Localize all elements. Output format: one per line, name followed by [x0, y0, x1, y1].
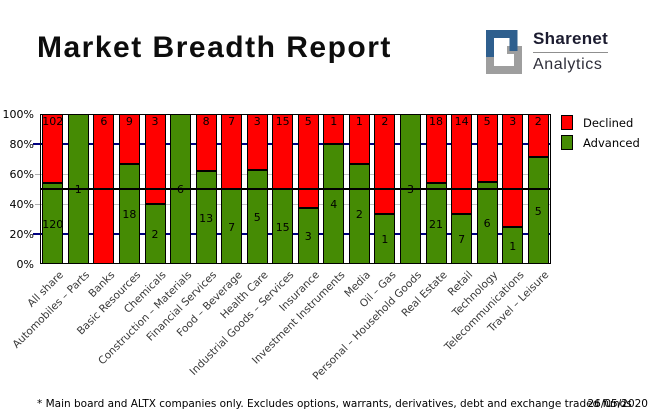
advanced-value-label: 7 — [458, 233, 466, 246]
y-axis-label-20pct: 20% — [9, 228, 34, 241]
declined-value-label: 3 — [151, 115, 159, 128]
advanced-value-label: 2 — [355, 208, 363, 221]
legend-label: Advanced — [583, 135, 640, 150]
declined-value-label: 9 — [125, 115, 133, 128]
declined-value-label: 2 — [534, 115, 542, 128]
declined-value-label: 1 — [330, 115, 338, 128]
bar-segment-declined — [374, 114, 396, 214]
advanced-value-label: 1 — [381, 233, 389, 246]
y-axis-tick — [35, 204, 40, 205]
bar-industrial-goods-services: 15 15 — [272, 114, 294, 264]
legend-item-advanced: Advanced — [561, 135, 640, 150]
logo-text: Sharenet Analytics — [533, 29, 609, 74]
advanced-value-label: 6 — [483, 217, 491, 230]
legend-item-declined: Declined — [561, 115, 640, 130]
declined-value-label: 102 — [42, 115, 64, 128]
legend-swatch-advanced — [561, 135, 573, 150]
advanced-value-label: 21 — [429, 217, 443, 231]
advanced-value-label: 5 — [253, 211, 261, 224]
chart-legend: Declined Advanced — [561, 115, 640, 155]
declined-value-label: 6 — [100, 115, 108, 128]
declined-value-label: 5 — [483, 115, 491, 128]
footnote-text: * Main board and ALTX companies only. Ex… — [37, 398, 632, 410]
legend-swatch-declined — [561, 115, 573, 130]
advanced-value-label: 2 — [151, 228, 159, 241]
y-axis-label-100pct: 100% — [2, 108, 34, 121]
y-axis-label-40pct: 40% — [9, 198, 34, 211]
advanced-value-label: 120 — [42, 217, 64, 231]
y-axis-tick — [35, 174, 40, 175]
gridline-20pct — [41, 233, 550, 235]
declined-value-label: 18 — [429, 115, 443, 128]
advanced-value-label: 3 — [304, 230, 312, 243]
advanced-value-label: 5 — [534, 204, 542, 218]
report-date: 26/05/2020 — [587, 398, 648, 410]
declined-value-label: 15 — [275, 115, 290, 128]
declined-value-label: 1 — [355, 115, 363, 128]
y-axis-tick — [33, 143, 40, 145]
declined-value-label: 3 — [253, 115, 261, 128]
logo-name: Sharenet — [533, 29, 609, 53]
declined-value-label: 3 — [509, 115, 517, 128]
page-title: Market Breadth Report — [37, 31, 392, 64]
gridline-40pct — [41, 204, 550, 205]
advanced-value-label: 7 — [228, 220, 236, 234]
declined-value-label: 7 — [228, 115, 236, 128]
bar-segment-declined — [451, 114, 473, 214]
gridline-80pct — [41, 143, 550, 145]
bar-segment-declined — [502, 114, 524, 227]
sharenet-logo: Sharenet Analytics — [486, 29, 609, 74]
bar-financial-services: 8 13 — [195, 114, 217, 264]
y-axis-label-60pct: 60% — [9, 168, 34, 181]
bar-all-share: 102 120 — [42, 114, 64, 264]
advanced-value-label: 18 — [122, 208, 137, 221]
y-axis-label-80pct: 80% — [9, 138, 34, 151]
declined-value-label: 2 — [381, 115, 389, 128]
y-axis-tick — [33, 233, 40, 235]
declined-value-label: 8 — [202, 115, 210, 128]
advanced-value-label: 15 — [275, 220, 290, 234]
advanced-value-label: 4 — [330, 198, 338, 211]
logo-subtitle: Analytics — [533, 56, 603, 73]
fifty-percent-line — [40, 188, 551, 190]
y-axis-label-0pct: 0% — [16, 258, 34, 271]
gridline-60pct — [41, 174, 550, 175]
advanced-value-label: 1 — [509, 239, 517, 253]
declined-value-label: 14 — [454, 115, 469, 128]
sharenet-s-icon — [486, 29, 522, 74]
legend-label: Declined — [583, 115, 634, 130]
bar-real-estate: 18 21 — [425, 114, 447, 264]
advanced-value-label: 13 — [199, 211, 214, 225]
declined-value-label: 5 — [304, 115, 312, 128]
bar-segment-declined — [297, 114, 319, 208]
